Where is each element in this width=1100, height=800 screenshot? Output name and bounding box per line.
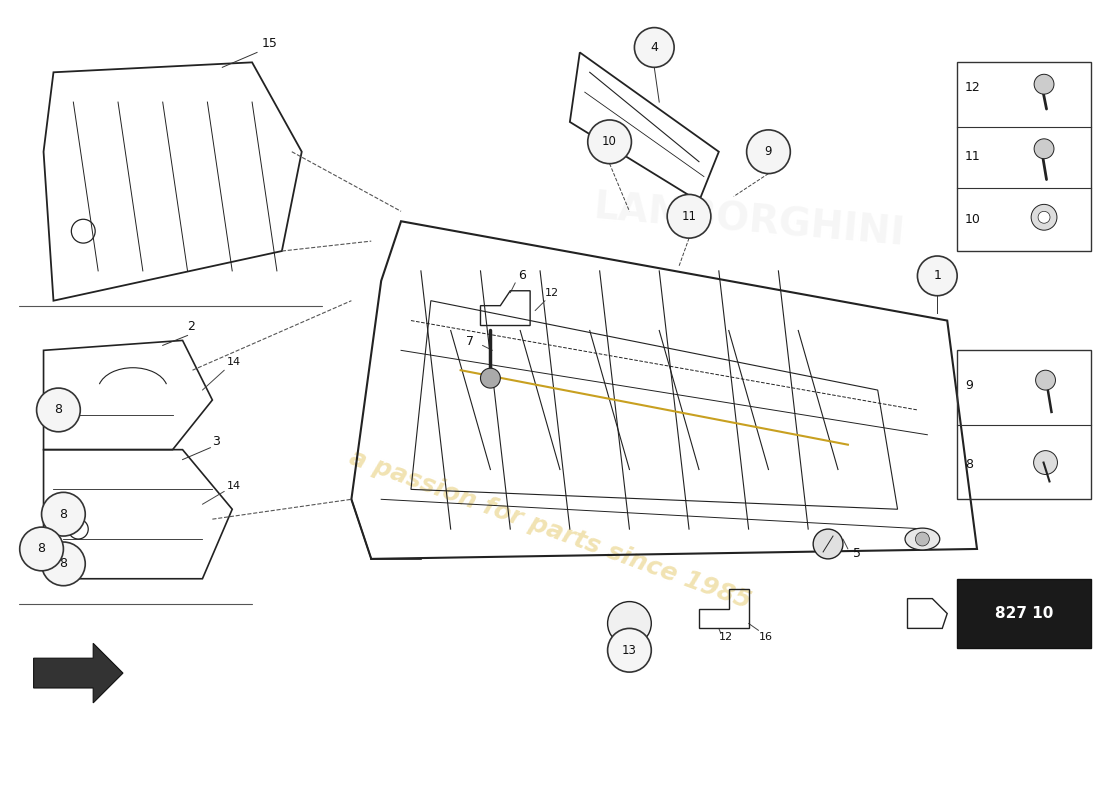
- Circle shape: [1034, 450, 1057, 474]
- Text: 827 10: 827 10: [996, 606, 1054, 621]
- Text: 3: 3: [212, 434, 220, 448]
- Circle shape: [917, 256, 957, 296]
- Text: 9: 9: [965, 378, 974, 392]
- Text: 12: 12: [718, 632, 733, 642]
- Text: 2: 2: [187, 321, 196, 334]
- Circle shape: [587, 120, 631, 164]
- Text: LAMBORGHINI: LAMBORGHINI: [592, 189, 906, 254]
- Circle shape: [1034, 139, 1054, 158]
- Text: 8: 8: [965, 458, 974, 471]
- Text: 12: 12: [544, 288, 559, 298]
- Circle shape: [1031, 204, 1057, 230]
- Text: 5: 5: [852, 547, 861, 560]
- Text: 7: 7: [465, 335, 474, 348]
- Circle shape: [668, 194, 711, 238]
- Text: 9: 9: [764, 146, 772, 158]
- Circle shape: [36, 388, 80, 432]
- Text: 11: 11: [682, 210, 696, 222]
- Text: 8: 8: [59, 508, 67, 521]
- Polygon shape: [34, 643, 123, 703]
- Circle shape: [635, 28, 674, 67]
- Ellipse shape: [905, 528, 939, 550]
- Text: 10: 10: [965, 213, 981, 226]
- Bar: [957, 578, 1091, 648]
- Text: 13: 13: [621, 644, 637, 657]
- Text: 8: 8: [54, 403, 63, 417]
- Text: 8: 8: [59, 558, 67, 570]
- Text: 8: 8: [37, 542, 45, 555]
- Bar: [957, 62, 1091, 251]
- Text: 15: 15: [262, 38, 278, 50]
- Text: 4: 4: [650, 41, 658, 54]
- Circle shape: [1035, 370, 1056, 390]
- Text: 10: 10: [602, 135, 617, 148]
- Text: 16: 16: [759, 632, 772, 642]
- Circle shape: [813, 529, 843, 559]
- Text: 14: 14: [228, 358, 241, 367]
- Text: 14: 14: [228, 482, 241, 491]
- Circle shape: [481, 368, 500, 388]
- Circle shape: [42, 542, 86, 586]
- Text: 6: 6: [518, 269, 526, 282]
- Circle shape: [747, 130, 790, 174]
- Text: 11: 11: [965, 150, 981, 163]
- Circle shape: [607, 602, 651, 646]
- Circle shape: [1038, 211, 1050, 223]
- Text: 1: 1: [934, 270, 942, 282]
- Circle shape: [42, 492, 86, 536]
- Circle shape: [915, 532, 930, 546]
- Text: a passion for parts since 1985: a passion for parts since 1985: [345, 445, 755, 613]
- Circle shape: [607, 629, 651, 672]
- Text: 12: 12: [965, 81, 981, 94]
- Circle shape: [1034, 74, 1054, 94]
- Bar: [957, 350, 1091, 499]
- Circle shape: [20, 527, 64, 571]
